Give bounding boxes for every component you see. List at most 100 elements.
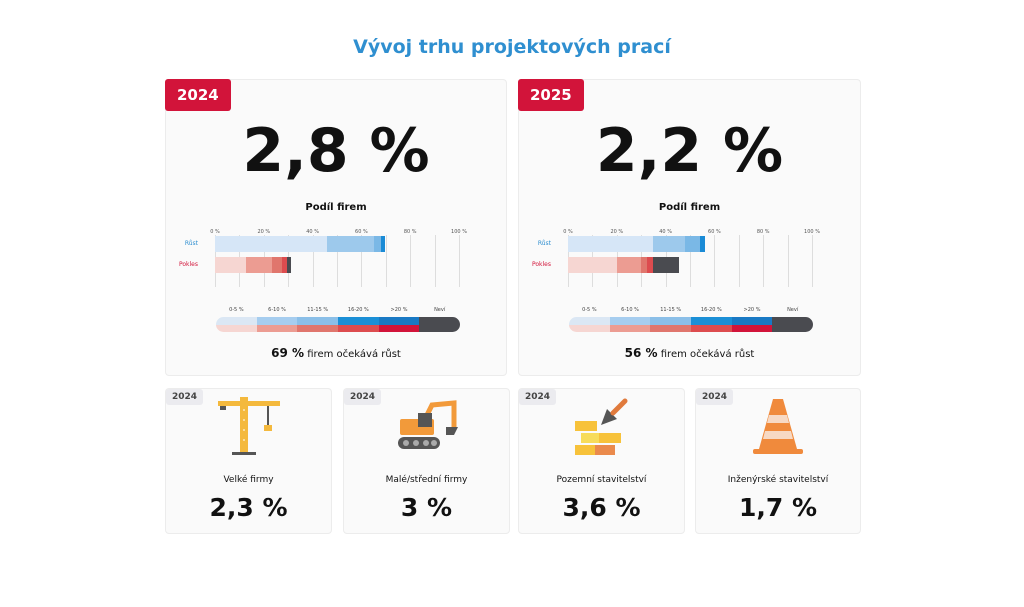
bar-segment (685, 236, 700, 252)
year-badge: 2024 (165, 79, 231, 111)
gridline (361, 235, 363, 287)
bar-segment (653, 236, 686, 252)
gridline (410, 235, 412, 287)
stacked-bar-rust (568, 236, 705, 252)
card-value: 2,3 % (209, 493, 288, 522)
bar-segment (215, 257, 246, 273)
card-label: Velké firmy (223, 475, 274, 485)
gridline (459, 235, 460, 287)
swatch-bottom (650, 324, 691, 332)
swatch-bottom (731, 324, 773, 332)
bar-segment (568, 257, 617, 273)
card-civil-engineering: 2024 Inženýrské stavitelství 1,7 % (695, 388, 861, 534)
row-label: Pokles (531, 261, 551, 268)
legend-swatch (419, 317, 460, 332)
gridline (434, 235, 436, 287)
swatch-top (378, 317, 420, 325)
swatch-bottom (419, 324, 460, 332)
gridline (738, 235, 740, 287)
swatch-top (337, 317, 379, 325)
card-large-firms: 2024 Velké firmy 2,3 % (165, 388, 332, 534)
row-label: Růst (537, 240, 551, 247)
card-value: 3,6 % (562, 493, 641, 522)
legend-label: Neví (787, 307, 799, 313)
bar-segment (215, 236, 328, 252)
year-badge: 2024 (696, 389, 734, 405)
bar-segment (272, 257, 283, 273)
summary-value: 69 % (271, 346, 305, 360)
stacked-bar-chart: 0 % 20 % 40 % 60 % 80 % 100 % Růst Pokles (166, 225, 506, 295)
legend-swatch (569, 317, 610, 332)
bar-segment (653, 257, 679, 273)
stacked-bar-pokles (568, 257, 679, 273)
bricks-trowel-icon (574, 398, 627, 455)
swatch-bottom (690, 324, 732, 332)
growth-value: 2,8 % (242, 116, 430, 186)
summary: 69 % firem očekává růst (166, 346, 506, 360)
bar-segment (282, 257, 287, 273)
swatch-top (569, 317, 610, 325)
legend-label: 6-10 % (268, 307, 286, 313)
row-label: Pokles (178, 261, 198, 268)
bar-segment (568, 236, 654, 252)
summary: 56 % firem očekává růst (519, 346, 860, 360)
legend-swatch (256, 317, 298, 332)
swatch-top (216, 317, 257, 325)
legend-swatch (378, 317, 420, 332)
excavator-icon (397, 400, 458, 449)
crane-icon (217, 397, 280, 455)
legend-swatch (297, 317, 338, 332)
bar-segment (647, 257, 654, 273)
x-tick-label: 60 % (355, 229, 368, 235)
year-badge: 2024 (344, 389, 382, 405)
panel-2024: 2024 2,8 % Podíl firem 0 % 20 % 40 % 60 % 80… (165, 79, 507, 376)
legend-label: 11-15 % (307, 307, 329, 313)
x-tick-label: 100 % (804, 229, 820, 235)
x-tick-label: 60 % (708, 229, 721, 235)
card-value: 1,7 % (738, 493, 818, 522)
swatch-bottom (772, 324, 813, 332)
legend-label: Neví (434, 307, 446, 313)
legend-bar (569, 317, 813, 332)
legend-label: 0-5 % (582, 307, 597, 313)
card-small-medium-firms: 2024 Malé/střední firmy 3 % (343, 388, 510, 534)
growth-value: 2,2 % (595, 116, 784, 186)
bar-segment (245, 257, 273, 273)
legend-swatch (609, 317, 651, 332)
x-tick-label: 100 % (451, 229, 467, 235)
swatch-bottom (216, 324, 257, 332)
swatch-bottom (297, 324, 338, 332)
card-label: Pozemní stavitelství (556, 475, 647, 485)
year-badge: 2024 (519, 389, 557, 405)
gridline (812, 235, 813, 287)
legend-swatch (731, 317, 773, 332)
legend-label: 16-20 % (347, 307, 369, 313)
legend-label: >20 % (743, 307, 761, 313)
gridline (714, 235, 716, 287)
year-badge: 2024 (166, 389, 204, 405)
x-tick-label: 40 % (659, 229, 672, 235)
row-label: Růst (184, 240, 198, 247)
summary-text: firem očekává růst (307, 349, 401, 360)
bar-segment (380, 236, 385, 252)
gridline (312, 235, 314, 287)
swatch-top (419, 317, 460, 325)
bar-segment (286, 257, 291, 273)
bar-segment (327, 236, 374, 252)
x-tick-label: 0 % (210, 229, 220, 235)
x-tick-label: 80 % (756, 229, 770, 235)
swatch-bottom (378, 324, 420, 332)
swatch-top (772, 317, 813, 325)
bar-segment (373, 236, 381, 252)
bar-segment (641, 257, 648, 273)
x-tick-label: 20 % (610, 229, 624, 235)
card-label: Inženýrské stavitelství (727, 475, 829, 485)
legend-label: >20 % (390, 307, 408, 313)
gridline (385, 235, 387, 287)
year-badge: 2025 (518, 79, 584, 111)
chart-title: Podíl firem (305, 202, 367, 213)
swatch-bottom (569, 324, 610, 332)
swatch-top (690, 317, 732, 325)
legend-label: 11-15 % (660, 307, 682, 313)
legend-swatch (216, 317, 257, 332)
